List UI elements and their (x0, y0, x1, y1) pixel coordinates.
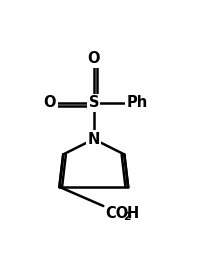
Text: N: N (88, 132, 100, 147)
Text: O: O (44, 95, 56, 110)
Text: H: H (127, 206, 139, 221)
Text: Ph: Ph (126, 95, 147, 110)
Text: 2: 2 (123, 211, 130, 221)
Text: O: O (88, 51, 100, 66)
Text: S: S (89, 95, 99, 110)
Text: CO: CO (105, 206, 129, 221)
